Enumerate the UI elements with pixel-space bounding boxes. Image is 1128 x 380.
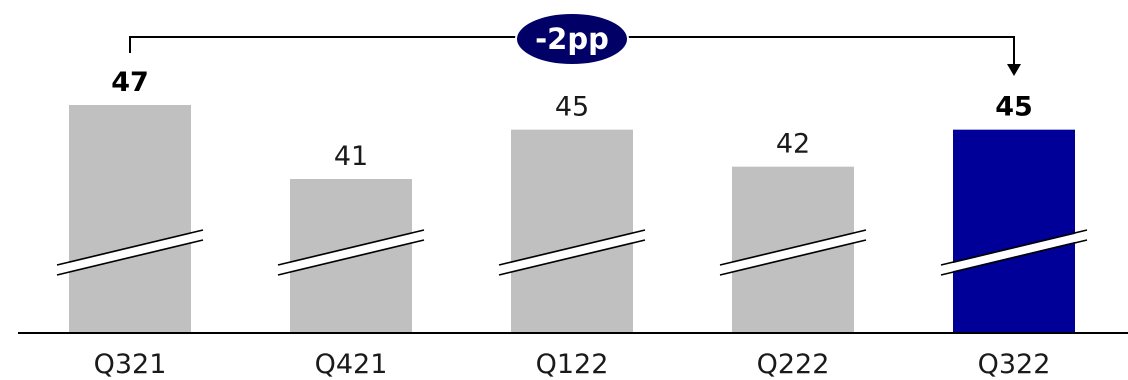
category-label-q322: Q322 <box>978 349 1051 380</box>
bar-q321 <box>69 105 191 333</box>
bar-q322 <box>953 129 1075 333</box>
value-label-q421: 41 <box>334 141 368 172</box>
axis-break-q421 <box>277 229 425 276</box>
category-label-q421: Q421 <box>315 349 388 380</box>
axis-breaks <box>56 229 1088 276</box>
axis-break-q222 <box>719 229 867 276</box>
value-label-q122: 45 <box>555 92 589 123</box>
change-annotation: -2pp <box>129 12 1021 76</box>
category-label-q122: Q122 <box>536 349 609 380</box>
value-label-q222: 42 <box>776 129 810 160</box>
axis-break-q122 <box>498 229 646 276</box>
bars-layer <box>69 105 1075 333</box>
value-label-q321: 47 <box>111 67 149 98</box>
arrow-down-icon <box>1007 64 1021 76</box>
change-badge <box>515 12 629 66</box>
value-label-q322: 45 <box>995 92 1033 123</box>
bar-q122 <box>511 129 633 333</box>
axis-break-q322 <box>940 229 1088 276</box>
value-labels: 47 41 45 42 45 <box>111 67 1033 172</box>
axis-break-q321 <box>56 229 204 276</box>
category-label-q321: Q321 <box>94 349 167 380</box>
category-label-q222: Q222 <box>757 349 830 380</box>
category-labels: Q321 Q421 Q122 Q222 Q322 <box>94 349 1051 380</box>
change-badge-text: -2pp <box>535 22 609 56</box>
